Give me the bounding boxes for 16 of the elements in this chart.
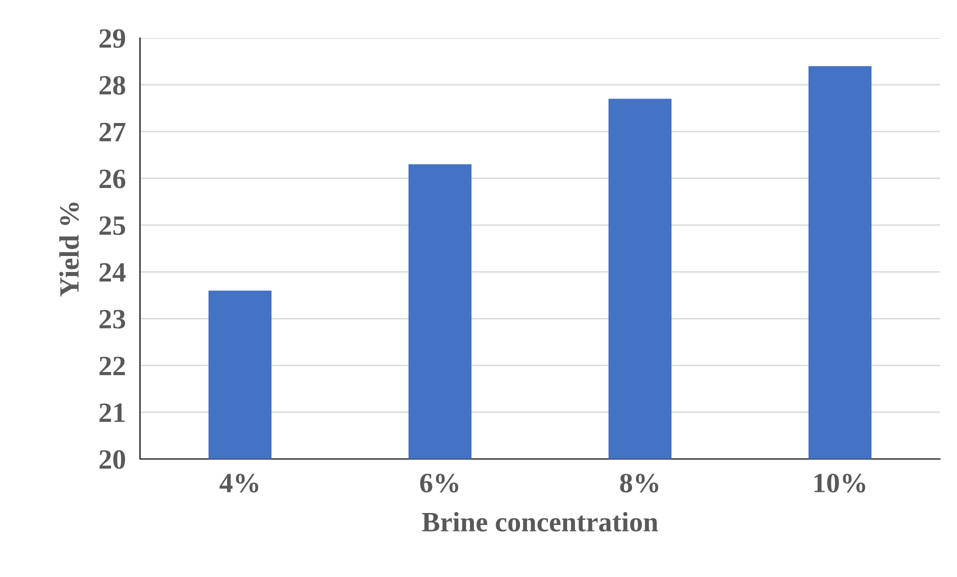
- y-tick-label: 25: [100, 216, 126, 236]
- x-tick-label: 4%: [220, 474, 258, 493]
- y-tick-label: 20: [100, 450, 126, 469]
- y-tick-label: 23: [100, 310, 126, 329]
- x-tick-label: 6%: [420, 474, 458, 493]
- x-tick-label: 8%: [620, 474, 658, 493]
- y-tick-label: 28: [100, 76, 126, 95]
- x-tick-label: 10%: [814, 474, 866, 493]
- x-axis-title: Brine concentration: [422, 512, 658, 532]
- y-tick-label: 24: [100, 263, 126, 282]
- y-tick-label: 29: [100, 29, 126, 48]
- y-tick-label: 27: [100, 122, 126, 142]
- y-tick-label: 26: [100, 170, 126, 188]
- y-tick-label: 22: [100, 356, 125, 376]
- y-tick-label: 21: [100, 403, 125, 422]
- y-axis-title: Yield %: [59, 202, 79, 296]
